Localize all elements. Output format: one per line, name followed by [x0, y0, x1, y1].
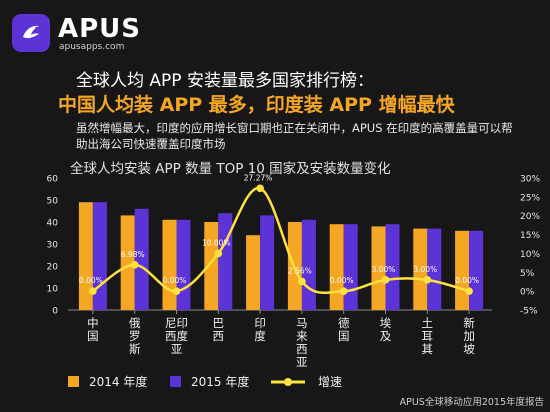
x-tick-label: 中 [87, 316, 99, 330]
x-tick-label: 尼印 [165, 316, 188, 330]
bar-2014 [204, 222, 219, 310]
x-tick-label: 耳 [422, 329, 434, 343]
apus-logo [12, 14, 50, 52]
y-left-tick-label: 20 [47, 263, 59, 273]
chart-title: 全球人均安装 APP 数量 TOP 10 国家及安装数量变化 [70, 161, 391, 177]
y-right-tick-label: 30% [520, 175, 540, 185]
y-right-tick-label: -5% [520, 307, 538, 317]
description: 虽然增幅最大，印度的应用增长窗口期也正在关闭中，APUS 在印度的高覆盖量可以帮… [76, 121, 513, 151]
x-tick-label: 土 [422, 316, 434, 330]
y-left-tick-label: 10 [47, 285, 59, 295]
bar-2014 [455, 230, 470, 310]
bar-2015 [343, 224, 358, 310]
x-tick-label: 罗 [129, 329, 141, 343]
growth-point [339, 287, 348, 295]
y-right-tick-label: 10% [520, 250, 540, 260]
source-footer: APUS全球移动应用2015年度报告 [399, 397, 544, 408]
growth-point [256, 184, 264, 193]
growth-point [423, 276, 432, 284]
bird-logo-icon [23, 25, 39, 39]
growth-point [298, 277, 306, 286]
legend-label-2015: 2015 年度 [191, 375, 250, 389]
x-tick-label: 德 [338, 316, 350, 330]
bar-2015 [260, 215, 275, 310]
x-tick-label: 埃 [380, 316, 392, 330]
bar-2015 [218, 213, 233, 310]
x-tick-label: 西 [296, 342, 308, 356]
x-tick-label: 新 [463, 316, 475, 330]
y-right-tick-label: 20% [520, 212, 540, 222]
subheadline: 中国人均装 APP 最多，印度装 APP 增幅最快 [58, 94, 455, 116]
growth-point [214, 249, 223, 258]
x-tick-label: 西度 [165, 329, 188, 343]
y-left-tick-label: 40 [47, 219, 59, 229]
y-right-tick-label: 0% [520, 288, 535, 298]
x-tick-label: 坡 [463, 342, 475, 356]
bar-2015 [301, 219, 316, 310]
x-tick-label: 其 [422, 342, 434, 356]
growth-point [172, 287, 181, 295]
brand-name: APUS [58, 14, 142, 44]
bar-2014 [329, 224, 344, 310]
x-tick-label: 度 [254, 329, 266, 343]
x-tick-label: 亚 [296, 355, 308, 369]
legend-label-growth: 增速 [318, 375, 343, 389]
bar-2015 [469, 230, 484, 310]
y-left-tick-label: 60 [47, 175, 59, 185]
y-right-tick-label: 5% [520, 269, 535, 279]
y-left-tick-label: 30 [47, 241, 59, 251]
x-tick-label: 马 [296, 316, 308, 330]
y-right-tick-label: 15% [520, 231, 540, 241]
headline: 全球人均 APP 安装量最多国家排行榜： [76, 71, 374, 91]
x-tick-label: 西 [213, 329, 225, 343]
growth-data-label: 0.00% [163, 276, 187, 285]
growth-data-label: 27.27% [244, 173, 273, 182]
growth-point [89, 287, 97, 295]
bar-2014 [246, 235, 261, 310]
y-left-tick-label: 50 [47, 197, 59, 207]
bar-2014 [413, 228, 428, 310]
legend-item-2014: 2014 年度 [68, 373, 147, 390]
bar-2014 [120, 215, 135, 310]
x-tick-label: 加 [463, 329, 475, 343]
x-tick-label: 来 [296, 329, 308, 343]
bar-2015 [427, 228, 442, 310]
x-tick-label: 巴 [213, 316, 225, 330]
bar-2014 [78, 202, 93, 310]
growth-data-label: 0.00% [455, 276, 479, 285]
legend-swatch-2015 [170, 376, 181, 387]
growth-data-label: 0.00% [330, 276, 354, 285]
growth-data-label: 3.00% [413, 265, 437, 274]
x-tick-label: 俄 [129, 316, 141, 330]
growth-data-label: 3.00% [372, 265, 396, 274]
bar-2015 [176, 219, 191, 310]
x-tick-label: 及 [380, 329, 392, 343]
brand-url: apusapps.com [59, 42, 125, 52]
growth-data-label: 2.56% [288, 266, 312, 275]
growth-line [92, 187, 470, 295]
bar-2015 [134, 208, 149, 310]
growth-point [465, 287, 473, 295]
y-left-tick-label: 0 [52, 307, 58, 317]
legend-line-icon [271, 377, 305, 386]
legend-swatch-2014 [68, 376, 79, 387]
x-tick-label: 国 [87, 329, 99, 343]
legend-label-2014: 2014 年度 [89, 375, 148, 389]
legend-item-2015: 2015 年度 [170, 373, 249, 390]
bar-2014 [162, 219, 177, 310]
x-tick-label: 印 [254, 316, 266, 330]
growth-point [381, 276, 390, 284]
bar-2014 [371, 226, 386, 310]
growth-point [130, 261, 139, 269]
legend-item-growth: 增速 [270, 373, 342, 390]
growth-data-label: 6.98% [121, 250, 145, 259]
y-right-tick-label: 25% [520, 193, 540, 203]
bar-2015 [385, 224, 400, 310]
growth-data-label: 10.00% [202, 238, 231, 247]
x-tick-label: 亚 [171, 342, 183, 356]
growth-data-label: 0.00% [79, 276, 103, 285]
x-tick-label: 国 [338, 329, 350, 343]
x-tick-label: 斯 [129, 342, 141, 356]
